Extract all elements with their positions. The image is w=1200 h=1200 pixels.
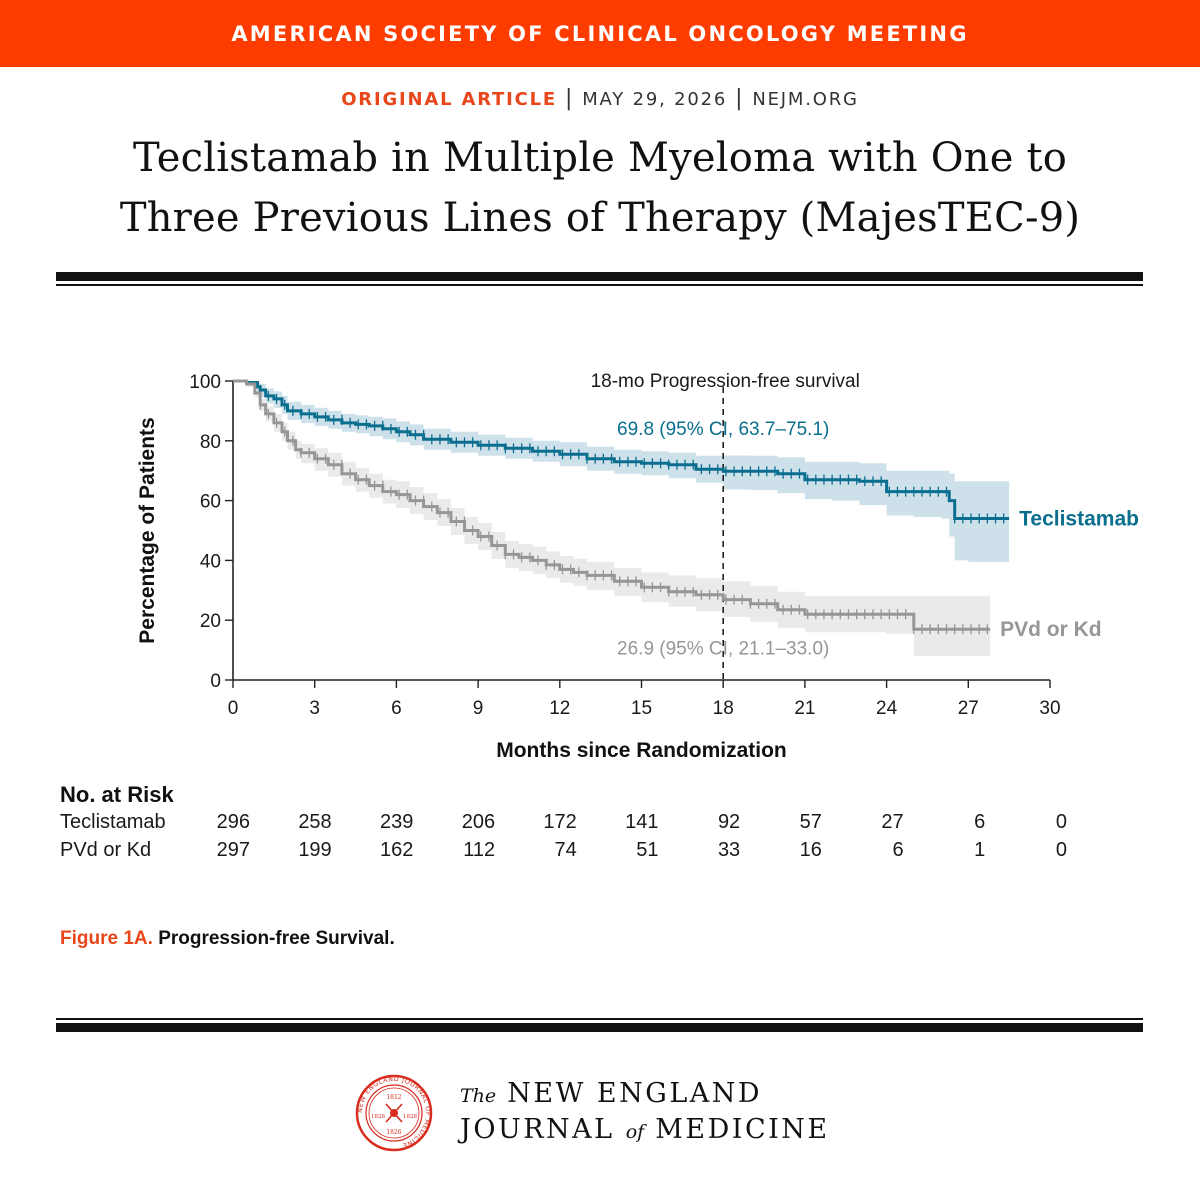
- risk-cell: 27: [881, 811, 904, 833]
- risk-cell: 57: [799, 811, 822, 833]
- bottom-rule-thick: [56, 1023, 1143, 1032]
- y-tick-label: 20: [200, 611, 221, 632]
- risk-table-title: No. at Risk: [60, 782, 174, 807]
- risk-cell: 0: [1055, 811, 1067, 833]
- meta-separator: |: [735, 86, 745, 111]
- title-line-1: Teclistamab in Multiple Myeloma with One…: [132, 135, 1068, 181]
- x-tick-label: 30: [1039, 698, 1060, 719]
- title-line-2: Three Previous Lines of Therapy (MajesTE…: [119, 195, 1081, 241]
- risk-cell: 0: [1055, 839, 1067, 861]
- journal-of: of: [625, 1121, 645, 1143]
- x-tick-label: 24: [876, 698, 898, 719]
- x-tick-label: 12: [549, 698, 570, 719]
- risk-cell: 258: [298, 811, 332, 833]
- figure-caption-text: Progression-free Survival.: [158, 928, 395, 949]
- journal-new-england: NEW ENGLAND: [507, 1078, 763, 1109]
- article-site: NEJM.ORG: [752, 89, 859, 110]
- risk-cell: 1: [974, 839, 986, 861]
- seal-year-left: 1828: [371, 1114, 385, 1120]
- risk-cell: 206: [461, 811, 496, 833]
- x-tick-label: 18: [713, 698, 734, 719]
- x-tick-label: 6: [391, 698, 402, 719]
- risk-cell: 33: [717, 839, 741, 861]
- risk-cell: 112: [463, 839, 496, 861]
- article-title: Teclistamab in Multiple Myeloma with One…: [60, 128, 1140, 248]
- top-rule-thick: [56, 272, 1143, 281]
- risk-row-label: Teclistamab: [60, 811, 166, 833]
- seal-year-bottom: 1826: [386, 1129, 401, 1136]
- risk-row: PVd or Kd 297 199 162 112 74 51 33 16 6 1 0: [0, 839, 1200, 865]
- ci-band-0: [233, 381, 1010, 562]
- seal-year-top: 1812: [386, 1094, 401, 1101]
- journal-the: The: [460, 1085, 497, 1107]
- km-curve-1: [233, 379, 991, 631]
- risk-cell: 92: [717, 811, 741, 833]
- risk-cell: 239: [380, 811, 414, 833]
- risk-row-label: PVd or Kd: [60, 839, 152, 861]
- journal-medicine: MEDICINE: [655, 1114, 830, 1145]
- y-tick-label: 100: [189, 372, 221, 393]
- figure-caption: Figure 1A. Progression-free Survival.: [60, 928, 395, 950]
- banner-text: AMERICAN SOCIETY OF CLINICAL ONCOLOGY ME…: [231, 21, 969, 46]
- censor-marks-1: [259, 399, 989, 635]
- journal-name-line-2: JOURNAL of MEDICINE: [460, 1114, 830, 1145]
- y-tick-label: 0: [210, 671, 221, 692]
- risk-cell: 51: [636, 839, 659, 861]
- article-meta: ORIGINAL ARTICLE | MAY 29, 2026 | NEJM.ORG: [0, 86, 1200, 111]
- meta-separator: |: [565, 86, 575, 111]
- risk-cell: 199: [298, 839, 332, 861]
- series-end-label-0: Teclistamab: [1019, 508, 1139, 531]
- y-axis-title: Percentage of Patients: [136, 417, 159, 643]
- risk-cell: 297: [216, 839, 250, 861]
- pfs-kaplan-meier-chart: 0 3 6 9 12 15 18 21 24 27 30 0 20 40 60 80 100 Months sin…: [136, 371, 1139, 762]
- x-axis-title: Months since Randomization: [496, 739, 787, 762]
- seal-year-right: 1828: [403, 1114, 417, 1120]
- series-end-label-1: PVd or Kd: [1000, 618, 1102, 641]
- article-date: MAY 29, 2026: [582, 89, 728, 110]
- figure-label: Figure 1A.: [60, 928, 153, 949]
- y-tick-label: 80: [200, 432, 221, 453]
- nejm-seal-icon: NEW ENGLAND JOURNAL OF MEDICINE 1812 182…: [355, 1074, 433, 1152]
- x-tick-label: 21: [794, 698, 815, 719]
- journal-logo: NEW ENGLAND JOURNAL OF MEDICINE 1812 182…: [0, 1070, 1200, 1160]
- risk-cell: 16: [799, 839, 822, 861]
- risk-cell: 172: [543, 811, 577, 833]
- censor-marks-0: [259, 384, 1005, 524]
- conference-banner: AMERICAN SOCIETY OF CLINICAL ONCOLOGY ME…: [0, 0, 1200, 67]
- x-tick-label: 15: [631, 698, 652, 719]
- x-tick-label: 9: [473, 698, 484, 719]
- risk-cell: 6: [892, 839, 904, 861]
- article-type: ORIGINAL ARTICLE: [341, 89, 557, 110]
- risk-cell: 162: [380, 839, 414, 861]
- y-tick-label: 60: [200, 492, 221, 513]
- risk-cell: 6: [974, 811, 986, 833]
- x-tick-label: 3: [309, 698, 320, 719]
- risk-cell: 141: [625, 811, 659, 833]
- y-tick-label: 40: [200, 551, 221, 572]
- annotation-teclistamab: 69.8 (95% CI, 63.7–75.1): [617, 419, 829, 440]
- journal-name-line-1: The NEW ENGLAND: [460, 1078, 762, 1109]
- risk-cell: 74: [554, 839, 577, 861]
- reference-line-label: 18-mo Progression-free survival: [591, 371, 860, 392]
- top-rule-thin: [56, 284, 1143, 286]
- x-tick-label: 0: [228, 698, 239, 719]
- x-tick-label: 27: [958, 698, 979, 719]
- journal-journal: JOURNAL: [460, 1114, 615, 1145]
- annotation-pvd-kd: 26.9 (95% CI, 21.1–33.0): [617, 639, 829, 660]
- risk-cell: 296: [216, 811, 250, 833]
- risk-row: Teclistamab 296 258 239 206 172 141 92 57 27 6 0: [0, 811, 1200, 837]
- bottom-rule-thin: [56, 1018, 1143, 1020]
